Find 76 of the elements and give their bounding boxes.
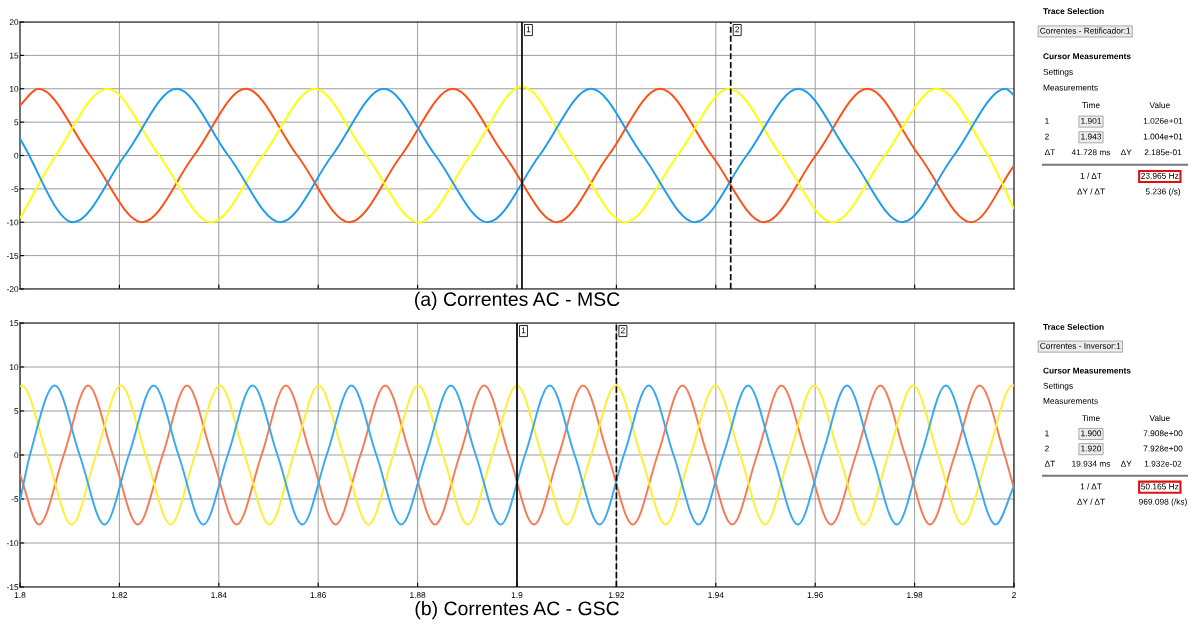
text: ΔY — [1120, 460, 1132, 467]
text: Trace Selection — [1043, 7, 1104, 15]
text: 1.932e-02 — [1144, 460, 1182, 467]
text: 2 — [1045, 445, 1049, 452]
y-tick-label: -10 — [6, 219, 19, 226]
y-tick-label: 15 — [9, 320, 19, 327]
text: Value — [1149, 102, 1170, 109]
x-tick-label: 1.98 — [907, 592, 923, 598]
x-tick-label: 1.92 — [608, 592, 625, 598]
text: 23.965 Hz — [1141, 172, 1179, 179]
text: ΔY / ΔT — [1077, 498, 1105, 505]
text: Measurements — [1043, 398, 1098, 404]
text: ΔT — [1044, 460, 1056, 467]
text: Correntes - Inversor:1 — [1040, 342, 1121, 349]
x-tick-label: 2 — [1012, 592, 1016, 598]
text: 7.928e+00 — [1143, 445, 1183, 452]
text: Settings — [1043, 68, 1073, 77]
x-tick-label: 1.94 — [708, 592, 724, 598]
y-tick-label: -5 — [11, 186, 19, 192]
annotation: 2 — [735, 26, 740, 33]
x-tick-label: 1.96 — [807, 592, 823, 598]
text: Measurements — [1043, 84, 1098, 91]
text: 1 / ΔT — [1080, 172, 1102, 179]
text: Value — [1149, 414, 1170, 422]
y-tick-label: -10 — [6, 540, 19, 547]
y-tick-label: 5 — [14, 119, 19, 126]
x-tick-label: 1.84 — [211, 592, 227, 598]
line-series — [20, 384, 1014, 526]
text: ΔY — [1120, 149, 1132, 156]
x-axis-title: (a) Correntes AC - MSC — [415, 291, 620, 310]
x-tick-label: 1.9 — [511, 592, 523, 598]
text: 2.185e-01 — [1144, 149, 1182, 156]
text: 1 / ΔT — [1080, 483, 1102, 490]
text: 41.728 ms — [1071, 149, 1111, 156]
text: Settings — [1043, 382, 1073, 391]
text: 1.026e+01 — [1143, 117, 1183, 124]
y-tick-label: -15 — [6, 252, 19, 259]
annotation: 2 — [620, 327, 625, 334]
x-tick-label: 1.82 — [111, 592, 128, 598]
annotation: 1 — [521, 327, 526, 334]
text: 969.098 (/ks) — [1139, 498, 1187, 507]
text: 2 — [1045, 133, 1049, 140]
text: Cursor Measurements — [1043, 53, 1131, 60]
text: Cursor Measurements — [1043, 367, 1131, 374]
y-tick-label: 0 — [14, 152, 19, 159]
annotation: 1 — [526, 26, 531, 33]
y-tick-label: 0 — [14, 452, 19, 459]
y-tick-label: -20 — [6, 286, 19, 293]
y-tick-label: 10 — [9, 85, 19, 92]
y-tick-label: -5 — [11, 496, 19, 503]
text: ΔT — [1044, 149, 1056, 156]
x-tick-label: 1.8 — [14, 592, 26, 598]
y-tick-label: 5 — [14, 408, 19, 415]
text: 5.236 (/s) — [1145, 188, 1181, 197]
text: 7.908e+00 — [1143, 430, 1183, 437]
text: 1.943 — [1081, 133, 1102, 140]
text: Time — [1082, 414, 1100, 422]
text: 1.920 — [1081, 445, 1102, 452]
text: Correntes - Retificador:1 — [1040, 27, 1131, 34]
y-tick-label: -15 — [6, 584, 19, 591]
x-tick-label: 1.86 — [310, 592, 326, 598]
text: 50.165 Hz — [1141, 483, 1179, 490]
text: Trace Selection — [1043, 323, 1104, 330]
text: ΔY / ΔT — [1077, 188, 1105, 195]
x-axis-title: (b) Correntes AC - GSC — [415, 601, 619, 620]
text: Time — [1082, 102, 1100, 109]
y-tick-label: 15 — [9, 52, 19, 59]
text: 19.934 ms — [1072, 460, 1111, 467]
text: 1.004e+01 — [1143, 133, 1183, 140]
y-tick-label: 20 — [9, 19, 19, 26]
text: 1.900 — [1081, 430, 1102, 437]
text: 1 — [1045, 118, 1049, 124]
text: 1 — [1045, 430, 1049, 437]
text: 1.901 — [1081, 117, 1102, 124]
y-tick-label: 10 — [9, 364, 19, 371]
x-tick-label: 1.88 — [410, 592, 426, 598]
